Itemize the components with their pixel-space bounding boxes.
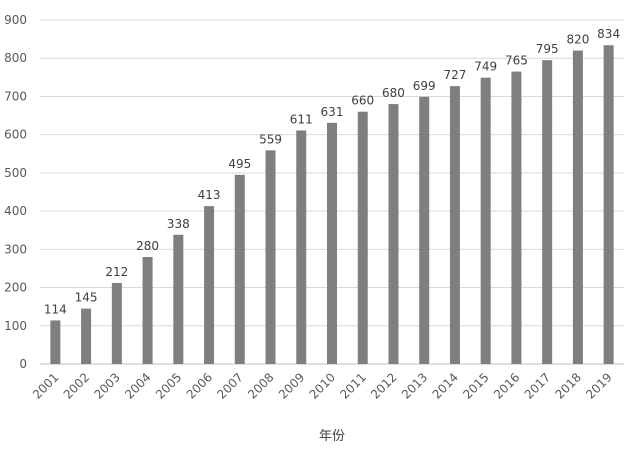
bar-2016 [511,71,522,364]
bar-2010 [327,122,337,364]
x-tick-label-2003: 2003 [91,370,122,401]
x-tick-label-2004: 2004 [122,370,153,401]
data-label-2017: 795 [536,42,559,56]
data-label-2010: 631 [321,105,344,119]
data-label-2005: 338 [167,217,190,231]
bar-2017 [542,60,553,365]
data-label-2014: 727 [443,68,466,82]
x-tick-label-2006: 2006 [184,370,215,401]
x-tick-label-2014: 2014 [430,370,461,401]
data-label-2012: 680 [382,86,405,100]
bar-2008 [265,150,276,364]
x-axis-ticks: 2001 2002 2003 2004 2005 2006 2007 2008 2009 2010… [30,370,615,401]
bars [50,45,614,365]
data-label-2011: 660 [351,94,374,108]
bar-2005 [173,234,184,364]
x-tick-label-2018: 2018 [553,370,584,401]
x-tick-label-2009: 2009 [276,370,307,401]
y-tick-label: 300 [4,242,27,256]
data-label-2016: 765 [505,54,528,68]
bar-2014 [449,86,460,364]
y-tick-label: 400 [4,204,27,218]
x-tick-label-2016: 2016 [491,370,522,401]
x-tick-label-2011: 2011 [337,370,368,401]
x-tick-label-2017: 2017 [522,370,553,401]
bar-2013 [419,96,430,365]
x-tick-label-2002: 2002 [61,370,92,401]
bar-2006 [204,206,215,364]
y-tick-label: 100 [4,319,27,333]
bar-2018 [572,50,583,364]
data-label-2009: 611 [290,112,313,126]
y-axis-ticks: 0 100 200 300 400 500 600 700 800 900 [4,13,27,371]
y-tick-label: 200 [4,281,27,295]
data-label-2013: 699 [413,79,436,93]
x-tick-label-2001: 2001 [30,370,61,401]
bar-2012 [388,104,399,364]
x-tick-label-2007: 2007 [214,370,245,401]
y-tick-label: 700 [4,89,27,103]
bar-2011 [357,111,368,364]
y-tick-label: 0 [19,357,27,371]
x-axis-title: 年份 [319,429,345,444]
data-label-2006: 413 [198,188,221,202]
bar-2009 [296,130,307,364]
data-label-2001: 114 [44,302,67,316]
data-label-2008: 559 [259,132,282,146]
bar-2015 [480,77,491,365]
data-label-2015: 749 [474,60,497,74]
data-label-2007: 495 [228,157,251,171]
data-label-2004: 280 [136,239,159,253]
x-tick-label-2015: 2015 [460,370,491,401]
bar-2007 [234,174,245,364]
x-tick-label-2012: 2012 [368,370,399,401]
bar-2019 [603,45,614,365]
x-tick-label-2005: 2005 [153,370,184,401]
data-label-2003: 212 [105,265,128,279]
y-tick-label: 900 [4,13,27,27]
x-tick-label-2019: 2019 [583,370,614,401]
bar-2003 [111,282,122,364]
x-tick-label-2010: 2010 [307,370,338,401]
x-tick-label-2013: 2013 [399,370,430,401]
y-tick-label: 500 [4,166,27,180]
data-label-2002: 145 [75,291,98,305]
bar-2004 [142,256,153,364]
x-tick-label-2008: 2008 [245,370,276,401]
bar-2001 [50,320,61,364]
y-tick-label: 800 [4,51,27,65]
bar-2002 [81,308,92,364]
data-label-2019: 834 [597,27,620,41]
data-labels: 114 145 212 280 338 413 495 559 611 631 660 680 699 7… [44,27,620,316]
data-label-2018: 820 [566,33,589,47]
y-tick-label: 600 [4,128,27,142]
